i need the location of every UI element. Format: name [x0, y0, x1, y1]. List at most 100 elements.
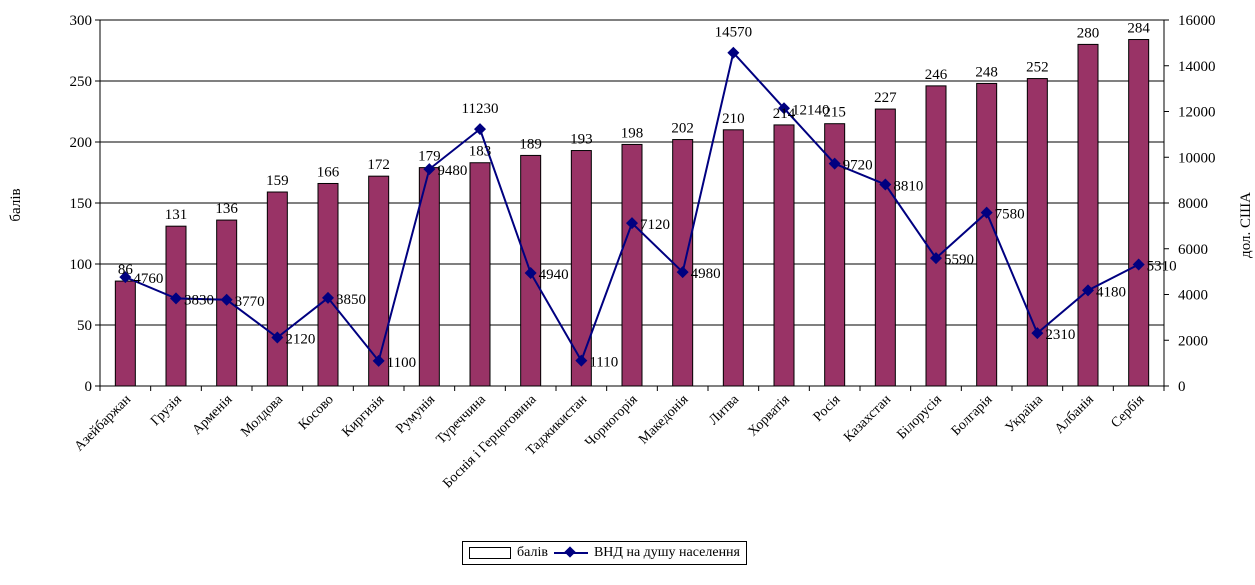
- bar: [368, 175, 390, 387]
- legend-line-label: ВНД на душу населення: [593, 545, 740, 560]
- line-value-label: 4940: [539, 267, 569, 283]
- x-tick-label: Албанія: [1052, 392, 1097, 437]
- line-point: [271, 331, 284, 344]
- bar: [722, 129, 744, 387]
- bar: [976, 82, 998, 387]
- bar-value-label: 198: [621, 125, 644, 141]
- line-value-label: 8810: [893, 178, 923, 194]
- line-point: [626, 217, 638, 230]
- legend-bar-label: балів: [517, 545, 548, 560]
- bar: [1026, 78, 1048, 387]
- x-tick-label: Грузія: [148, 392, 185, 429]
- bar: [773, 124, 795, 387]
- bar-value-label: 172: [367, 157, 390, 173]
- line-point: [676, 266, 689, 279]
- y2-tick-label: 12000: [1178, 105, 1216, 121]
- x-tick-label: Киргизія: [339, 392, 387, 440]
- bar: [165, 225, 187, 387]
- x-tick-label: Сербія: [1108, 392, 1147, 431]
- bar-value-label: 159: [266, 173, 289, 189]
- x-tick-label: Україна: [1003, 392, 1047, 436]
- bar: [672, 139, 694, 387]
- line-value-label: 2310: [1045, 327, 1075, 343]
- x-tick-label: Арменія: [190, 392, 236, 438]
- bar-value-label: 86: [118, 262, 134, 278]
- line-value-label: 3770: [235, 294, 265, 310]
- line-point: [879, 178, 892, 191]
- x-tick-label: Хорватія: [745, 392, 793, 440]
- x-tick-label: Чорногорія: [583, 392, 642, 451]
- line-value-label: 5590: [944, 252, 974, 268]
- bar: [1128, 39, 1150, 387]
- bar-value-label: 166: [317, 164, 340, 180]
- line-point: [575, 354, 588, 367]
- bar-value-label: 246: [925, 67, 948, 83]
- line-value-label: 3830: [184, 292, 214, 308]
- line-value-label: 9720: [843, 158, 873, 174]
- line-value-label: 14570: [715, 25, 753, 41]
- line-point: [930, 252, 942, 265]
- bar: [418, 167, 440, 387]
- x-tick-label: Косово: [296, 392, 337, 433]
- line-value-label: 9480: [437, 163, 467, 179]
- line-point: [1031, 327, 1044, 340]
- y-tick-label: 200: [70, 135, 93, 151]
- line-value-label: 4180: [1096, 284, 1126, 300]
- bar-value-label: 248: [975, 64, 998, 80]
- y2-axis-label: дол. США: [1238, 192, 1254, 258]
- line-point: [322, 291, 334, 304]
- line-value-label: 2120: [285, 332, 315, 348]
- bar: [1077, 43, 1099, 387]
- y2-tick-label: 8000: [1178, 196, 1208, 212]
- bar: [469, 162, 491, 387]
- bar-value-label: 214: [773, 106, 796, 122]
- line-point: [423, 163, 436, 176]
- line-value-label: 1100: [387, 355, 416, 371]
- y-tick-label: 50: [77, 318, 92, 334]
- bar: [317, 182, 339, 387]
- line-value-label: 11230: [462, 101, 499, 117]
- y2-tick-label: 6000: [1178, 242, 1208, 258]
- y2-tick-label: 2000: [1178, 333, 1208, 349]
- bar: [570, 150, 592, 387]
- y2-tick-label: 10000: [1178, 150, 1216, 166]
- bar: [874, 108, 896, 387]
- line-point: [524, 266, 537, 279]
- line-point: [727, 46, 740, 59]
- y-tick-label: 0: [85, 379, 93, 395]
- y2-tick-label: 4000: [1178, 288, 1208, 304]
- bar-value-label: 210: [722, 111, 745, 127]
- bar-value-label: 183: [469, 144, 492, 160]
- line-value-label: 4760: [133, 271, 163, 287]
- bar-series: [114, 39, 1150, 387]
- x-tick-label: Румунія: [393, 392, 438, 437]
- y2-tick-label: 16000: [1178, 13, 1216, 29]
- bar-value-label: 227: [874, 90, 897, 106]
- line-series: [119, 46, 1145, 367]
- y2-tick-label: 14000: [1178, 59, 1216, 75]
- line-value-label: 5310: [1147, 259, 1177, 275]
- line-point: [980, 206, 993, 219]
- line-point: [220, 293, 233, 306]
- bar-value-label: 215: [823, 105, 846, 121]
- line-point: [1082, 284, 1094, 297]
- x-tick-label: Азейбаржан: [72, 392, 135, 455]
- y2-tick-label: 0: [1178, 379, 1186, 395]
- x-tick-label: Литва: [706, 392, 742, 428]
- line-point: [372, 354, 385, 367]
- x-tick-label: Болгарія: [949, 392, 996, 439]
- y-tick-label: 250: [70, 74, 93, 90]
- y-tick-label: 300: [70, 13, 93, 29]
- bar: [925, 85, 947, 387]
- bar-value-label: 252: [1026, 60, 1049, 76]
- x-tick-label: Боснія і Герцоговина: [440, 392, 540, 492]
- bar-value-label: 189: [519, 136, 542, 152]
- x-tick-label: Казахстан: [841, 392, 894, 445]
- line-point: [1132, 258, 1145, 271]
- bar: [114, 280, 136, 387]
- bar-value-label: 131: [165, 207, 188, 223]
- line-value-label: 7120: [640, 217, 670, 233]
- y-tick-label: 100: [70, 257, 93, 273]
- line-value-label: 12140: [792, 102, 830, 118]
